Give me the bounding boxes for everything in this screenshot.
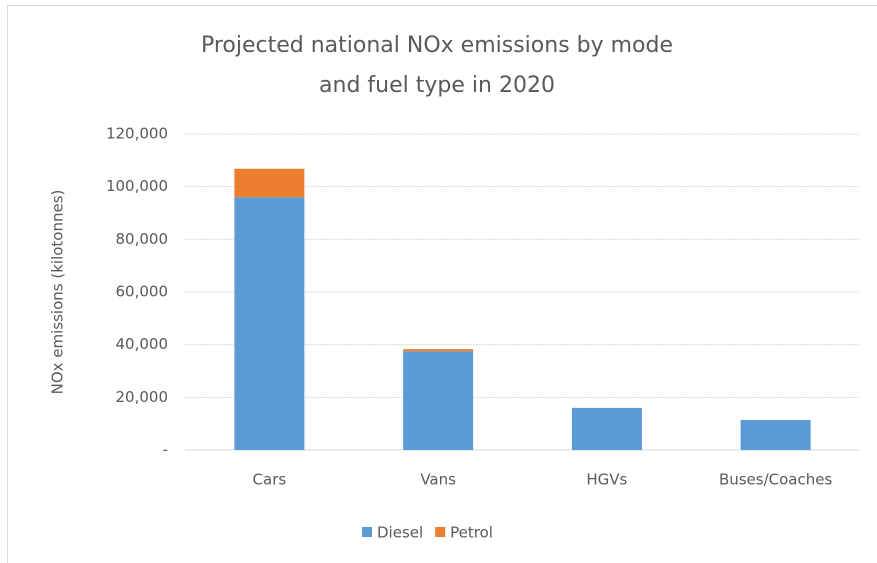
chart-title: Projected national NOx emissions by mode…	[200, 33, 674, 98]
y-tick-label: 40,000	[116, 335, 169, 353]
y-tick-label: 100,000	[106, 177, 168, 195]
x-tick-label: Buses/Coaches	[719, 471, 833, 489]
y-tick-label: 20,000	[116, 388, 169, 406]
x-tick-label: HGVs	[586, 471, 627, 489]
x-tick-label: Vans	[420, 471, 456, 489]
legend-label: Petrol	[450, 524, 493, 542]
legend-swatch	[362, 527, 372, 537]
bar-segment	[234, 197, 305, 450]
legend-swatch	[435, 527, 446, 537]
legend-label: Diesel	[377, 524, 423, 542]
bar-segment	[234, 168, 305, 198]
y-tick-label: 80,000	[116, 230, 169, 248]
bar-segment	[571, 407, 642, 450]
y-tick-label: 60,000	[116, 283, 169, 301]
bar-segment	[403, 349, 474, 352]
bar-segment	[740, 419, 811, 450]
x-tick-label: Cars	[253, 471, 287, 489]
y-tick-label: 120,000	[106, 125, 168, 143]
y-axis-label: NOx emissions (kilotonnes)	[49, 190, 67, 395]
bar-segment	[403, 351, 474, 450]
y-tick-label: -	[163, 441, 168, 459]
